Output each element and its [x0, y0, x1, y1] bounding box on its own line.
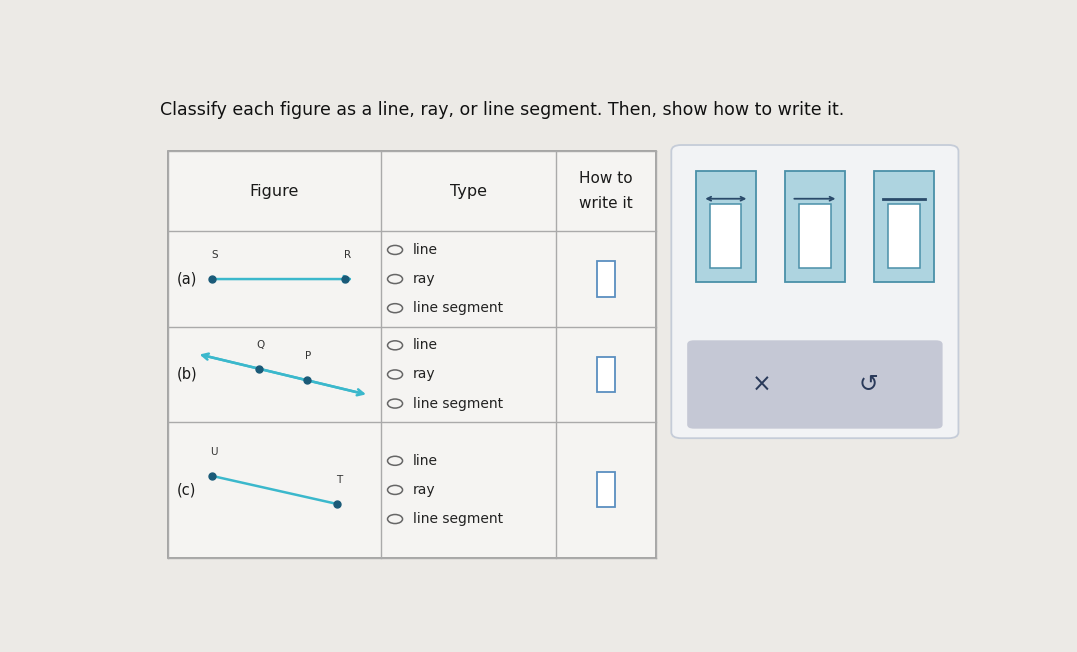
Text: write it: write it [579, 196, 633, 211]
Text: Q: Q [256, 340, 265, 349]
Text: U: U [210, 447, 218, 457]
FancyBboxPatch shape [687, 340, 942, 428]
Bar [597, 261, 615, 297]
Bar [785, 171, 845, 282]
Text: line: line [412, 243, 437, 257]
Bar [597, 472, 615, 507]
Text: Classify each figure as a line, ray, or line segment. Then, show how to write it: Classify each figure as a line, ray, or … [159, 101, 844, 119]
Text: line segment: line segment [412, 301, 503, 315]
Text: (b): (b) [177, 367, 197, 382]
Bar [889, 204, 920, 269]
Text: line segment: line segment [412, 512, 503, 526]
Text: (a): (a) [177, 271, 197, 287]
FancyBboxPatch shape [671, 145, 959, 438]
Bar [710, 204, 741, 269]
Bar [799, 204, 830, 269]
Text: (c): (c) [177, 482, 196, 497]
Text: ↺: ↺ [858, 372, 878, 396]
Text: T: T [336, 475, 342, 485]
Text: line: line [412, 454, 437, 467]
Text: S: S [211, 250, 218, 260]
Text: line segment: line segment [412, 396, 503, 411]
Bar [696, 171, 756, 282]
Text: Type: Type [450, 184, 487, 199]
Text: How to: How to [579, 171, 633, 186]
Text: ray: ray [412, 368, 435, 381]
Text: line: line [412, 338, 437, 352]
Text: Figure: Figure [250, 184, 299, 199]
Text: R: R [345, 250, 351, 260]
Text: P: P [305, 351, 311, 361]
Bar [597, 357, 615, 392]
Text: ×: × [752, 372, 771, 396]
Bar [168, 151, 656, 557]
Text: ray: ray [412, 272, 435, 286]
Text: ray: ray [412, 483, 435, 497]
Bar [873, 171, 934, 282]
